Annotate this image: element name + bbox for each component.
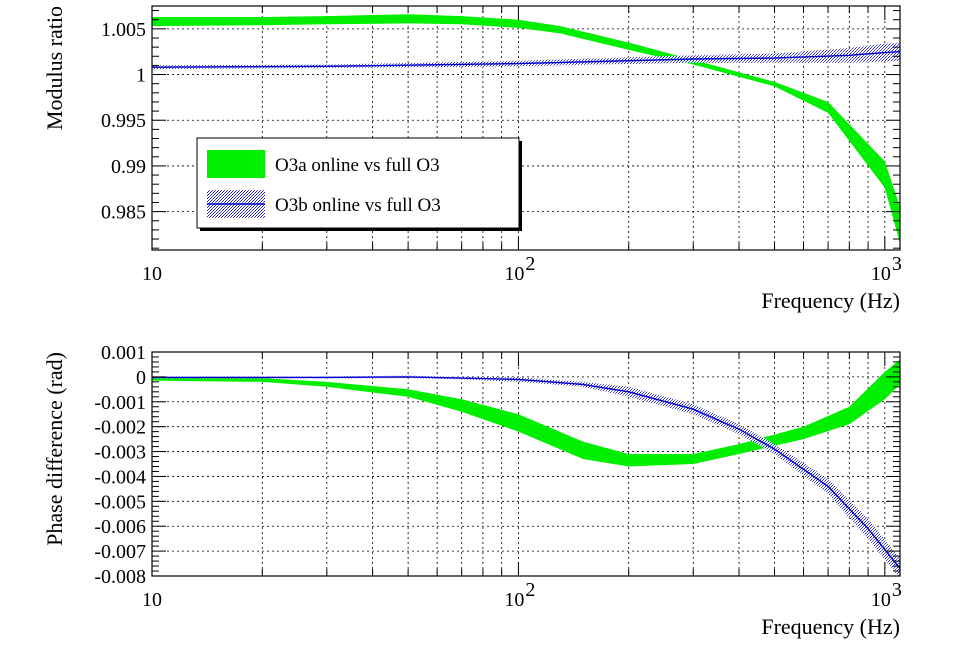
y-tick-label: 0.001: [101, 342, 146, 364]
y-tick-label: -0.004: [94, 466, 146, 488]
plot-frame: [151, 351, 901, 577]
y-tick-label: -0.005: [94, 491, 146, 513]
panel-bottom: 0.001 0 -0.001 -0.002 -0.003-0.004 -0.005 -0.0…: [42, 342, 902, 639]
y-tick-label: 1: [136, 65, 146, 87]
legend-entry: O3a online vs full O3: [275, 155, 440, 176]
y-tick-label: -0.006: [94, 516, 146, 538]
x-tick-label: 10: [504, 589, 524, 611]
plot-area: [152, 352, 900, 576]
legend-entry: O3b online vs full O3: [275, 195, 441, 216]
y-tick-label: 0.995: [101, 110, 146, 132]
x-tick-label: 10: [142, 263, 162, 285]
plot-frame: [151, 5, 901, 251]
series-o3b: [152, 42, 900, 70]
y-axis-title: Phase difference (rad): [42, 352, 67, 546]
x-tick-exponent: 3: [892, 579, 902, 601]
legend: O3a online vs full O3 O3b online vs full …: [196, 137, 522, 231]
x-tick-exponent: 2: [525, 579, 535, 601]
series-group: [152, 14, 900, 244]
y-tick-label: 0: [136, 367, 146, 389]
series-o3b: [152, 375, 900, 576]
x-tick-exponent: 3: [892, 253, 902, 275]
y-tick-label: -0.008: [94, 566, 146, 588]
grid: [152, 352, 900, 576]
band-o3a: [152, 359, 900, 467]
x-axis-title: Frequency (Hz): [761, 288, 900, 313]
y-tick-label: -0.007: [94, 541, 146, 563]
y-tick-label: -0.002: [94, 417, 146, 439]
x-axis-title: Frequency (Hz): [761, 614, 900, 639]
x-ticks: [151, 352, 886, 576]
y-tick-label: -0.003: [94, 442, 146, 464]
center-line-o3b: [152, 51, 900, 68]
x-tick-label: 10: [504, 263, 524, 285]
x-ticks: [151, 6, 886, 250]
x-tick-label: 10: [871, 589, 891, 611]
x-tick-label: 10: [142, 589, 162, 611]
y-axis-title: Modulus ratio: [42, 6, 67, 130]
center-line-o3b: [152, 376, 900, 569]
series-o3a: [152, 359, 900, 467]
y-tick-label: 1.005: [101, 19, 146, 41]
y-tick-label: -0.001: [94, 392, 146, 414]
y-ticks: [152, 351, 900, 577]
x-tick-exponent: 2: [525, 253, 535, 275]
legend-swatch-o3a: [207, 150, 265, 178]
y-ticks: [152, 10, 900, 249]
y-tick-label: 0.985: [101, 202, 146, 224]
y-tick-label: 0.99: [111, 156, 146, 178]
band-o3b: [152, 42, 900, 70]
x-tick-label: 10: [871, 263, 891, 285]
series-group: [152, 359, 900, 576]
